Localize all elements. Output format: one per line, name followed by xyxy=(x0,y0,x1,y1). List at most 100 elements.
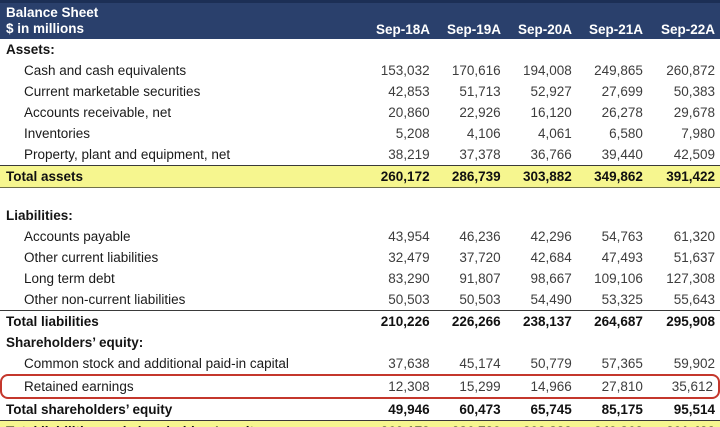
cell-value: 51,637 xyxy=(673,250,715,265)
row-label: Accounts payable xyxy=(24,229,131,244)
cell-value: 47,493 xyxy=(601,250,643,265)
cell-value xyxy=(648,205,720,226)
row-label: Inventories xyxy=(24,126,91,141)
cell-value: 349,862 xyxy=(576,420,648,427)
row-label: Retained earnings xyxy=(0,374,364,399)
cell-value: 127,308 xyxy=(666,271,715,286)
cell-value: 50,779 xyxy=(530,356,572,371)
row-total-liabilities-and-shareholders-equity: Total liabilities and shareholders’ equi… xyxy=(0,420,720,427)
row-label: Liabilities: xyxy=(6,208,73,223)
column-header-sep-22a: Sep-22A xyxy=(660,22,715,37)
cell-value: 29,678 xyxy=(673,105,715,120)
cell-value xyxy=(506,205,577,226)
cell-value: 43,954 xyxy=(388,229,430,244)
cell-value xyxy=(435,205,506,226)
cell-value: 42,296 xyxy=(530,229,572,244)
cell-value: 4,061 xyxy=(537,126,572,141)
cell-value xyxy=(577,205,648,226)
cell-value: 7,980 xyxy=(681,126,715,141)
cell-value: 226,266 xyxy=(434,310,506,332)
row-assets: Assets: xyxy=(0,39,720,60)
cell-value: 170,616 xyxy=(451,63,501,78)
cell-value: 39,440 xyxy=(601,147,643,162)
cell-value: 52,927 xyxy=(530,84,572,99)
cell-value: 260,172 xyxy=(363,420,435,427)
cell-value: 50,503 xyxy=(388,292,430,307)
cell-value: 391,422 xyxy=(647,420,720,427)
row-label: Total liabilities and shareholders’ equi… xyxy=(0,420,364,427)
row-label: Total shareholders’ equity xyxy=(6,402,173,417)
cell-value: 349,862 xyxy=(576,165,648,188)
cell-value: 49,946 xyxy=(388,402,430,417)
cell-value: 37,378 xyxy=(459,147,501,162)
cell-value: 57,365 xyxy=(601,356,643,371)
row-liabilities: Liabilities: xyxy=(0,205,720,226)
row-label: Long term debt xyxy=(24,271,115,286)
cell-value: 303,882 xyxy=(505,420,577,427)
sheet-subtitle: $ in millions xyxy=(6,21,85,36)
cell-value xyxy=(364,332,435,353)
row-other-current-liabilities: Other current liabilities 32,479 37,720 42,… xyxy=(0,247,720,268)
cell-value xyxy=(435,332,506,353)
cell-value: 26,278 xyxy=(601,105,643,120)
cell-value xyxy=(435,39,506,60)
table-header-band: Balance Sheet $ in millions Sep-18A Sep-1… xyxy=(0,0,720,39)
row-retained-earnings: Retained earnings 12,308 15,299 14,966 27,81… xyxy=(0,374,720,399)
row-total-liabilities: Total liabilities 210,226 226,266 238,137 26… xyxy=(0,310,720,332)
cell-value: 35,612 xyxy=(647,374,720,399)
cell-value xyxy=(577,188,648,205)
cell-value: 295,908 xyxy=(647,310,720,332)
header-titles: Balance Sheet $ in millions xyxy=(0,3,364,40)
row-accounts-payable: Accounts payable 43,954 46,236 42,296 54,763… xyxy=(0,226,720,247)
cell-value: 27,699 xyxy=(601,84,643,99)
cell-value: 260,172 xyxy=(363,165,435,188)
spacer-row xyxy=(0,188,720,205)
row-total-assets: Total assets 260,172 286,739 303,882 349,862… xyxy=(0,165,720,188)
cell-value: 4,106 xyxy=(466,126,501,141)
row-label: Shareholders’ equity: xyxy=(6,335,144,350)
row-label: Cash and cash equivalents xyxy=(24,63,187,78)
cell-value xyxy=(506,39,577,60)
cell-value: 27,810 xyxy=(576,374,648,399)
cell-value: 54,490 xyxy=(530,292,572,307)
cell-value xyxy=(364,205,435,226)
cell-value: 14,966 xyxy=(505,374,577,399)
cell-value: 50,503 xyxy=(459,292,501,307)
cell-value: 6,580 xyxy=(609,126,643,141)
cell-value: 286,739 xyxy=(434,420,506,427)
cell-value: 286,739 xyxy=(434,165,506,188)
cell-value: 5,208 xyxy=(395,126,430,141)
row-label: Property, plant and equipment, net xyxy=(24,147,231,162)
cell-value: 91,807 xyxy=(459,271,501,286)
cell-value: 60,473 xyxy=(459,402,501,417)
cell-value: 54,763 xyxy=(601,229,643,244)
cell-value xyxy=(435,188,506,205)
cell-value: 45,174 xyxy=(459,356,501,371)
column-header-sep-18a: Sep-18A xyxy=(375,22,430,37)
row-long-term-debt: Long term debt 83,290 91,807 98,667 109,106 1… xyxy=(0,268,720,289)
row-other-non-current-liabilities: Other non-current liabilities 50,503 50,50… xyxy=(0,289,720,310)
row-total-shareholders-equity: Total shareholders’ equity 49,946 60,473 65… xyxy=(0,399,720,420)
cell-value: 42,853 xyxy=(388,84,430,99)
cell-value: 37,720 xyxy=(459,250,501,265)
cell-value: 42,509 xyxy=(673,147,715,162)
cell-value: 65,745 xyxy=(530,402,572,417)
cell-value: 46,236 xyxy=(459,229,501,244)
cell-value: 85,175 xyxy=(601,402,643,417)
cell-value: 22,926 xyxy=(459,105,501,120)
row-common-stock-and-additional-paid-in-capital: Common stock and additional paid-in capi… xyxy=(0,353,720,374)
column-header-sep-20a: Sep-20A xyxy=(517,22,572,37)
cell-value: 249,865 xyxy=(594,63,643,78)
cell-value xyxy=(648,188,720,205)
cell-value xyxy=(364,39,435,60)
row-property-plant-and-equipment-net: Property, plant and equipment, net 38,219… xyxy=(0,144,720,165)
cell-value: 303,882 xyxy=(505,165,577,188)
cell-value: 55,643 xyxy=(673,292,715,307)
column-header-sep-19a: Sep-19A xyxy=(446,22,501,37)
cell-value xyxy=(648,39,720,60)
column-header-sep-21a: Sep-21A xyxy=(588,22,643,37)
cell-value: 153,032 xyxy=(380,63,430,78)
row-label: Current marketable securities xyxy=(24,84,201,99)
cell-value xyxy=(506,188,577,205)
cell-value: 50,383 xyxy=(673,84,715,99)
